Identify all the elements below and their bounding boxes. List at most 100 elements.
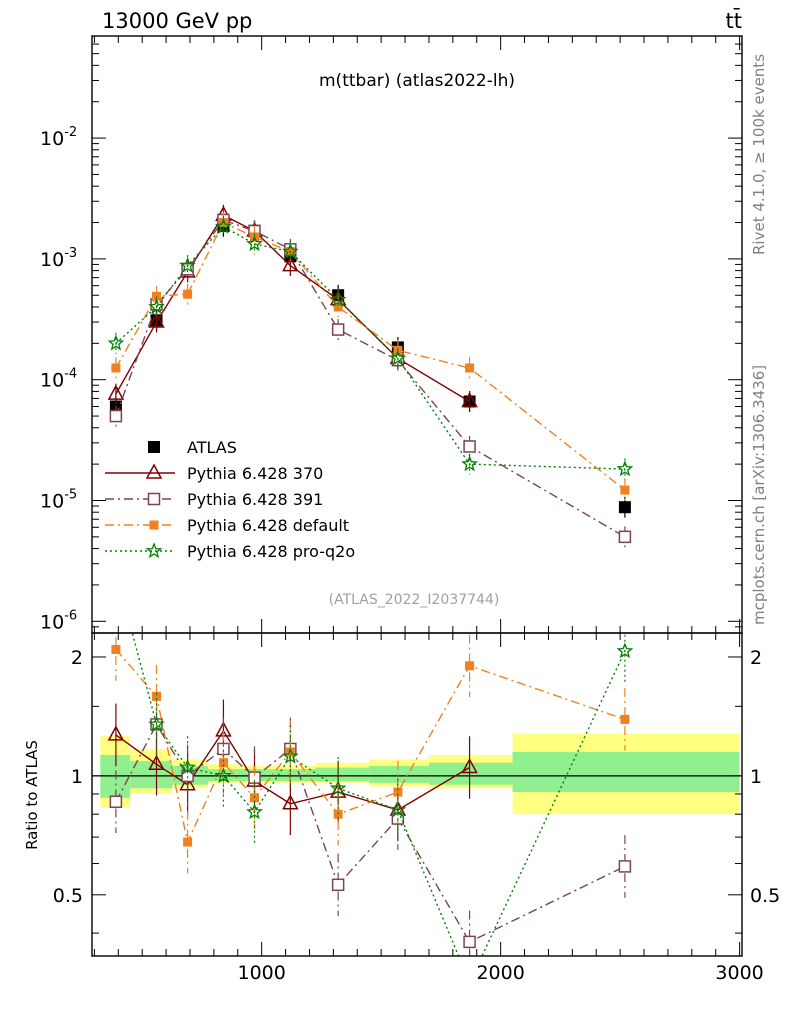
ratio-series bbox=[107, 564, 634, 988]
rivet-label: Rivet 4.1.0, ≥ 100k events bbox=[750, 54, 768, 255]
header-right: tt̄ bbox=[726, 8, 742, 33]
ratio-point bbox=[148, 715, 165, 732]
ratio-point bbox=[461, 757, 478, 774]
band-inner bbox=[273, 769, 316, 782]
legend-item: ATLAS bbox=[148, 438, 237, 457]
band-inner bbox=[315, 767, 370, 782]
legend-marker bbox=[149, 520, 159, 530]
data-point bbox=[111, 363, 121, 373]
ratio-point bbox=[616, 642, 634, 659]
reference-label: (ATLAS_2022_I2037744) bbox=[329, 592, 500, 608]
data-point bbox=[329, 290, 347, 307]
ratio-point bbox=[107, 725, 125, 741]
data-point bbox=[463, 440, 476, 453]
data-point bbox=[461, 455, 478, 472]
legend-label: Pythia 6.428 370 bbox=[187, 464, 323, 483]
data-point bbox=[246, 235, 263, 252]
legend-item: Pythia 6.428 default bbox=[105, 516, 349, 535]
ratio-point bbox=[620, 714, 630, 724]
series-line-4 bbox=[115, 225, 625, 470]
y-tick-label: 10-3 bbox=[40, 246, 77, 271]
legend-marker bbox=[145, 463, 163, 479]
data-point bbox=[282, 242, 299, 259]
data-point bbox=[618, 501, 631, 514]
main-axes: 10-2 10-3 10-4 10-5 10-6 bbox=[40, 35, 742, 634]
legend: ATLAS Pythia 6.428 370 Pythia 6.428 391 Pyt… bbox=[105, 438, 355, 561]
legend-item: Pythia 6.428 391 bbox=[105, 490, 323, 509]
data-point bbox=[107, 384, 125, 400]
band-inner bbox=[369, 765, 429, 783]
data-point bbox=[389, 349, 407, 366]
ratio-line-3 bbox=[115, 648, 626, 845]
x-tick-label: 3000 bbox=[715, 962, 763, 984]
ratio-line-2 bbox=[115, 722, 626, 943]
ratio-point bbox=[218, 758, 228, 768]
ratio-frame bbox=[91, 632, 743, 957]
legend-item: Pythia 6.428 370 bbox=[105, 463, 323, 483]
ratio-axes: 1000 2000 3000 0.5 0.5 1 1 2 2 bbox=[53, 633, 780, 984]
data-point bbox=[465, 363, 475, 373]
ratio-point bbox=[250, 793, 259, 803]
ratio-point bbox=[393, 787, 403, 797]
band-inner bbox=[512, 751, 740, 793]
legend-label: Pythia 6.428 391 bbox=[187, 490, 323, 509]
band-inner bbox=[428, 762, 513, 785]
legend-item: Pythia 6.428 pro-q2o bbox=[105, 542, 355, 561]
y-tick-label: 10-2 bbox=[40, 125, 77, 150]
ratio-point bbox=[618, 860, 632, 873]
series-line-3 bbox=[115, 221, 626, 491]
ratio-tick-label-left: 1 bbox=[71, 766, 83, 788]
ratio-tick-label-right: 0.5 bbox=[750, 885, 780, 907]
data-point bbox=[107, 334, 125, 351]
ratio-point bbox=[111, 644, 121, 654]
data-point bbox=[179, 256, 196, 273]
ratio-tick-label-left: 0.5 bbox=[53, 885, 83, 907]
ratio-tick-label-right: 2 bbox=[750, 647, 762, 669]
ratio-point bbox=[215, 767, 232, 784]
x-tick-label: 1000 bbox=[237, 962, 285, 984]
ratio-point bbox=[148, 754, 165, 771]
data-point bbox=[616, 460, 634, 477]
data-point bbox=[331, 323, 345, 336]
ratio-point bbox=[109, 564, 122, 577]
ratio-ylabel: Ratio to ATLAS bbox=[23, 740, 41, 850]
legend-marker bbox=[145, 542, 163, 559]
legend-label: Pythia 6.428 pro-q2o bbox=[187, 542, 355, 561]
y-tick-label: 10-6 bbox=[40, 608, 77, 633]
data-point bbox=[618, 530, 632, 544]
ratio-point bbox=[183, 837, 193, 847]
data-point bbox=[148, 298, 165, 315]
data-point bbox=[109, 409, 123, 423]
ratio-point bbox=[331, 878, 345, 892]
ratio-point bbox=[109, 795, 123, 809]
main-series bbox=[107, 204, 634, 548]
data-point bbox=[282, 256, 299, 272]
ratio-point bbox=[463, 935, 476, 949]
ratio-tick-label-right: 1 bbox=[750, 766, 762, 788]
legend-marker bbox=[147, 492, 161, 506]
data-point bbox=[148, 312, 165, 328]
ratio-point bbox=[179, 758, 196, 775]
y-tick-label: 10-4 bbox=[40, 367, 77, 392]
header-left: 13000 GeV pp bbox=[102, 9, 252, 33]
data-point bbox=[183, 289, 193, 299]
ratio-band bbox=[100, 733, 740, 815]
x-tick-label: 2000 bbox=[476, 962, 524, 984]
ratio-point bbox=[465, 661, 475, 671]
ratio-point bbox=[282, 747, 299, 764]
data-point bbox=[152, 291, 162, 301]
data-point bbox=[461, 391, 478, 408]
ratio-point bbox=[333, 809, 343, 819]
legend-marker bbox=[148, 441, 160, 453]
plot-title: m(ttbar) (atlas2022-lh) bbox=[319, 71, 515, 91]
legend-label: ATLAS bbox=[187, 438, 237, 457]
legend-label: Pythia 6.428 default bbox=[187, 516, 349, 535]
ratio-point bbox=[152, 691, 162, 701]
ratio-point bbox=[329, 779, 347, 796]
ratio-point bbox=[463, 975, 476, 988]
data-point bbox=[333, 302, 343, 312]
ratio-tick-label-left: 2 bbox=[71, 647, 83, 669]
ratio-line-4 bbox=[131, 633, 626, 956]
series-line-2 bbox=[115, 219, 626, 538]
